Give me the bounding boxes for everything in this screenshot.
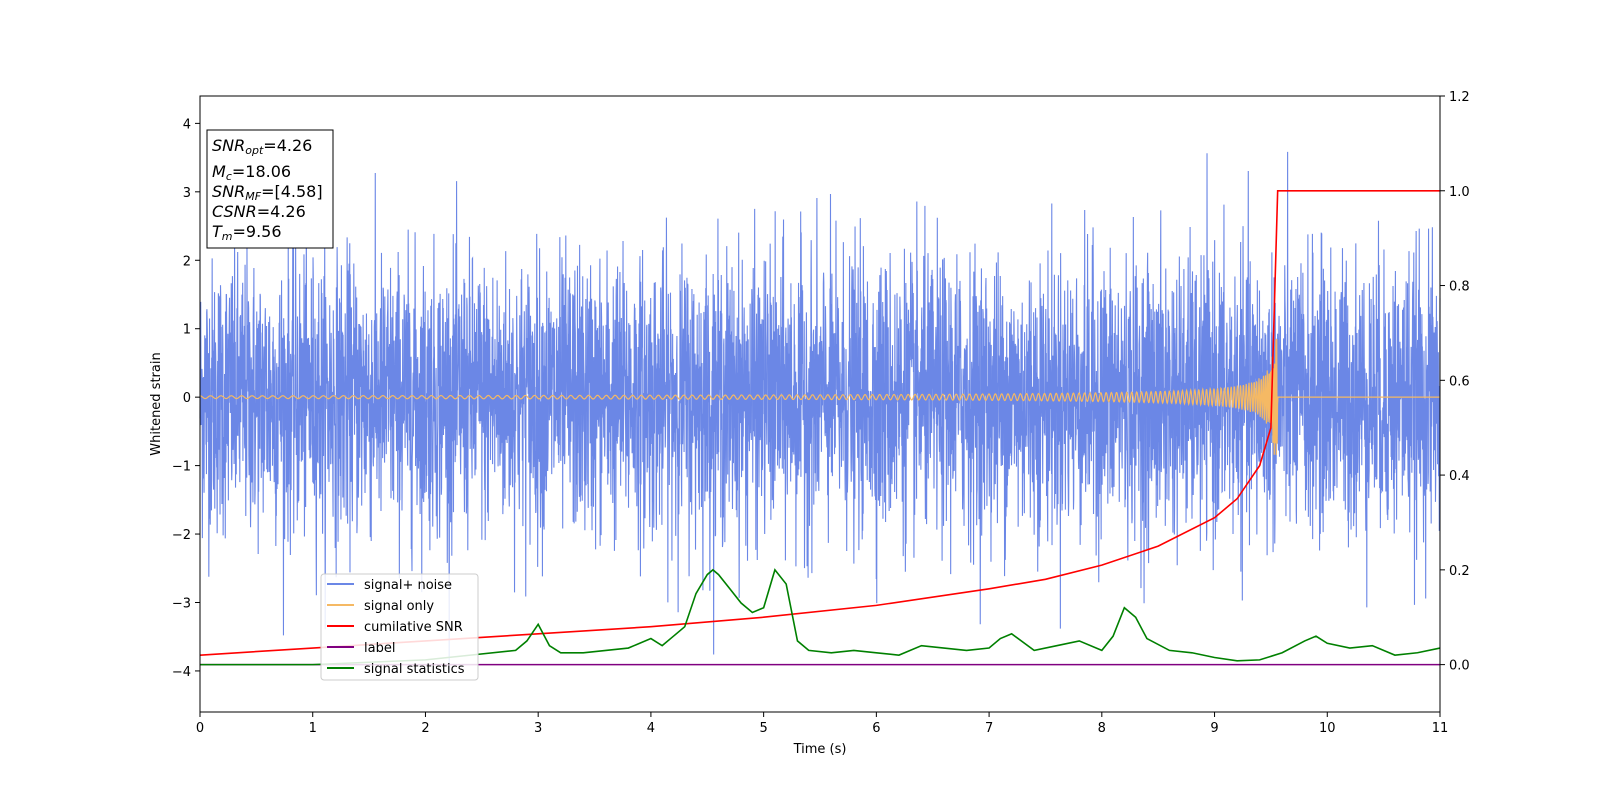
annotation-line: SNRMF=[4.58] — [212, 182, 323, 203]
x-tick-label: 11 — [1432, 721, 1449, 736]
series-signal-statistics — [200, 568, 1441, 666]
x-tick-label: 7 — [985, 721, 993, 736]
x-tick-label: 2 — [421, 721, 429, 736]
annotation-line: Mc=18.06 — [212, 162, 291, 183]
signal-statistics-line — [200, 568, 1441, 666]
plot-frame — [199, 95, 1441, 713]
y-right-tick-label: 1.2 — [1449, 90, 1470, 105]
x-tick-label: 3 — [534, 721, 542, 736]
legend-label: cumilative SNR — [364, 620, 463, 635]
annotation-frame — [206, 129, 334, 249]
x-tick-label: 6 — [872, 721, 880, 736]
x-tick-label: 0 — [196, 721, 204, 736]
y-left-tick-label: −1 — [172, 460, 191, 475]
y-left-tick-label: 3 — [183, 186, 191, 201]
cumilative-snr-line — [199, 189, 1440, 656]
annotation-line: Tm=9.56 — [212, 222, 282, 243]
x-tick-label: 10 — [1319, 721, 1336, 736]
y-axis-title: Whitened strain — [149, 352, 164, 455]
y-right-tick-label: 0.6 — [1449, 374, 1470, 389]
x-tick-label: 1 — [309, 721, 317, 736]
y-left-tick-label: 1 — [183, 323, 191, 338]
x-axis-title: Time (s) — [793, 742, 847, 757]
y-left-tick-label: −3 — [172, 596, 191, 611]
y-right-tick-label: 0.2 — [1449, 564, 1470, 579]
x-tick-label: 4 — [647, 721, 655, 736]
annotation-line: CSNR=4.26 — [212, 202, 306, 221]
legend-label: label — [364, 641, 395, 656]
x-tick-label: 9 — [1210, 721, 1218, 736]
y-left-tick-label: −4 — [172, 665, 191, 680]
y-right-tick-label: 0.0 — [1449, 659, 1470, 674]
annotation-line: SNRopt=4.26 — [212, 136, 312, 157]
y-left-tick-label: −2 — [172, 528, 191, 543]
y-right-tick-label: 1.0 — [1449, 185, 1470, 200]
annotation-box: SNRopt=4.26 Mc=18.06SNRMF=[4.58]CSNR=4.26… — [206, 129, 334, 249]
chirp-line — [199, 339, 1440, 455]
x-axis: 0 1 2 3 4 5 6 7 8 9 10 11 — [196, 712, 1448, 736]
legend-label: signal+ noise — [364, 578, 452, 593]
x-tick-label: 8 — [1098, 721, 1106, 736]
y-axis-left: −4 −3 −2 −1 0 1 2 3 4 — [172, 117, 200, 680]
series-signal-only — [199, 339, 1440, 455]
legend-label: signal only — [364, 599, 434, 614]
legend-frame — [320, 573, 479, 681]
legend-label: signal statistics — [364, 662, 465, 677]
y-right-tick-label: 0.4 — [1449, 469, 1470, 484]
y-right-tick-label: 0.8 — [1449, 280, 1470, 295]
y-axis-right: 0.0 0.2 0.4 0.6 0.8 1.0 1.2 — [1440, 90, 1470, 674]
legend: signal+ noise signal only cumilative SNR la… — [320, 573, 479, 681]
x-tick-label: 5 — [759, 721, 767, 736]
y-left-tick-label: 2 — [183, 254, 191, 269]
series-cumilative-snr — [199, 189, 1440, 656]
y-left-tick-label: 0 — [183, 391, 191, 406]
y-left-tick-label: 4 — [183, 117, 191, 132]
